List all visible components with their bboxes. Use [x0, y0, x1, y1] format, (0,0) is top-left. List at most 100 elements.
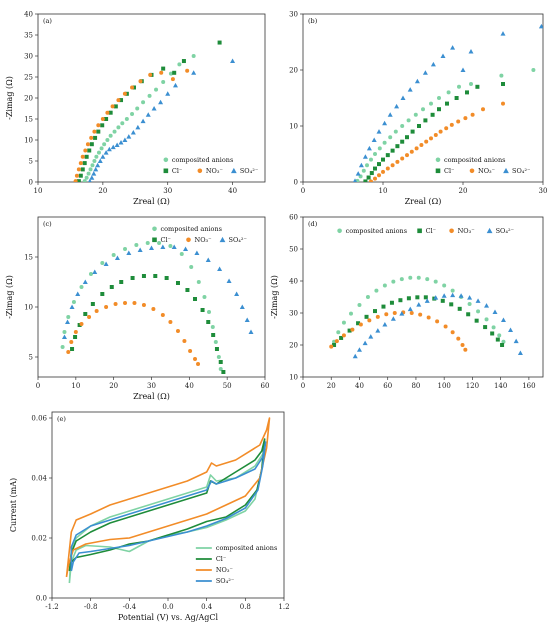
data-point-no3	[463, 116, 468, 121]
x-axis-title: Zreal (Ω)	[133, 392, 170, 401]
x-tick-label: 20	[459, 187, 468, 195]
data-point-composited	[79, 285, 84, 289]
y-tick-label: 10	[289, 374, 298, 382]
data-point-so4	[248, 329, 254, 334]
data-point-so4	[362, 154, 368, 159]
data-point-no3	[116, 98, 121, 103]
y-tick-label: 20	[24, 95, 33, 103]
data-point-no3	[449, 122, 454, 127]
data-point-so4	[508, 327, 514, 332]
data-point-no3	[405, 153, 409, 158]
data-point-cl	[161, 66, 166, 71]
series-line-cl	[68, 438, 266, 572]
data-point-so4	[114, 255, 120, 260]
y-tick-label: 10	[24, 304, 33, 312]
data-point-no3	[80, 154, 85, 159]
data-point-composited	[90, 163, 95, 168]
panel-label: (a)	[43, 17, 52, 25]
data-point-so4	[160, 244, 166, 249]
data-point-composited	[369, 157, 373, 162]
data-point-cl	[410, 129, 415, 134]
data-point-composited	[145, 241, 150, 245]
data-point-no3	[456, 119, 461, 124]
data-point-no3	[182, 339, 187, 343]
legend-swatch-cl	[163, 168, 169, 174]
data-point-cl	[356, 321, 361, 326]
data-point-so4	[137, 247, 143, 252]
data-point-composited	[357, 303, 362, 307]
data-point-cl	[200, 308, 205, 312]
data-point-composited	[388, 135, 393, 140]
data-point-composited	[501, 339, 506, 344]
data-point-composited	[102, 142, 107, 147]
data-point-no3	[159, 70, 164, 75]
y-axis-title: -Zimag (Ω)	[5, 275, 14, 319]
legend: composited anions Cl⁻ NO₃⁻ SO₄²⁻	[152, 225, 247, 244]
data-point-no3	[193, 357, 198, 361]
data-point-cl	[119, 98, 124, 103]
data-point-so4	[492, 309, 498, 315]
legend-label-no3: NO₃⁻	[216, 566, 233, 574]
data-point-no3	[426, 315, 431, 320]
y-tick-label: 20	[289, 342, 298, 350]
legend-label-cl: Cl⁻	[161, 236, 171, 244]
legend: composited anions Cl⁻ NO₃⁻ SO₄²⁻	[435, 156, 530, 175]
y-tick-label: 10	[24, 137, 33, 145]
x-tick-label: 10	[34, 187, 43, 195]
data-point-no3	[501, 101, 505, 106]
data-point-composited	[406, 118, 411, 123]
data-point-no3	[470, 112, 475, 117]
data-point-so4	[433, 295, 439, 300]
data-point-cl	[206, 320, 211, 324]
data-point-composited	[108, 133, 113, 138]
data-point-cl	[366, 175, 371, 180]
data-point-so4	[430, 61, 436, 67]
data-point-composited	[400, 124, 405, 128]
data-point-cl	[363, 179, 368, 182]
data-point-so4	[538, 23, 543, 29]
y-tick-label: 0.0	[36, 595, 47, 603]
data-point-composited	[134, 243, 139, 247]
data-point-cl	[440, 298, 445, 303]
data-point-so4	[65, 319, 71, 324]
data-point-composited	[116, 125, 121, 130]
data-point-cl	[332, 343, 337, 347]
legend-label-composited: composited anions	[216, 544, 277, 552]
data-point-cl	[466, 312, 471, 317]
data-point-so4	[140, 118, 146, 124]
data-point-cl	[339, 335, 344, 340]
data-point-cl	[400, 139, 405, 144]
data-point-composited	[442, 283, 447, 288]
x-tick-label: 0	[301, 187, 305, 195]
data-point-so4	[352, 353, 358, 359]
data-point-so4	[230, 58, 236, 64]
panel-label: (c)	[43, 220, 52, 228]
data-point-no3	[96, 123, 101, 128]
data-point-composited	[112, 129, 117, 134]
data-point-composited	[476, 309, 481, 314]
data-point-cl	[490, 331, 495, 336]
series-line-so4	[70, 441, 267, 572]
data-point-no3	[429, 136, 433, 141]
data-point-composited	[213, 340, 218, 344]
data-point-cl	[221, 370, 226, 374]
data-point-composited	[191, 54, 196, 58]
data-point-cl	[381, 157, 385, 162]
data-point-composited	[168, 244, 173, 248]
data-point-composited	[154, 87, 159, 92]
data-point-cl	[430, 112, 435, 117]
data-point-cl	[76, 179, 81, 182]
data-point-composited	[66, 315, 71, 319]
data-point-no3	[384, 312, 389, 317]
data-point-no3	[409, 311, 414, 315]
data-point-composited	[120, 121, 125, 126]
x-tick-label: 140	[494, 382, 507, 390]
chart-panel-e: -1.2 -0.8 -0.4 0.0 0.4 0.8 1.2 0.0 0.02 0.04 0.06 (…	[9, 411, 290, 622]
data-point-no3	[185, 68, 190, 73]
data-point-cl	[175, 281, 180, 285]
data-point-cl	[417, 124, 421, 128]
legend-swatch-no3	[197, 168, 203, 174]
data-point-no3	[433, 132, 438, 137]
data-point-cl	[475, 84, 480, 89]
data-point-no3	[89, 135, 94, 140]
